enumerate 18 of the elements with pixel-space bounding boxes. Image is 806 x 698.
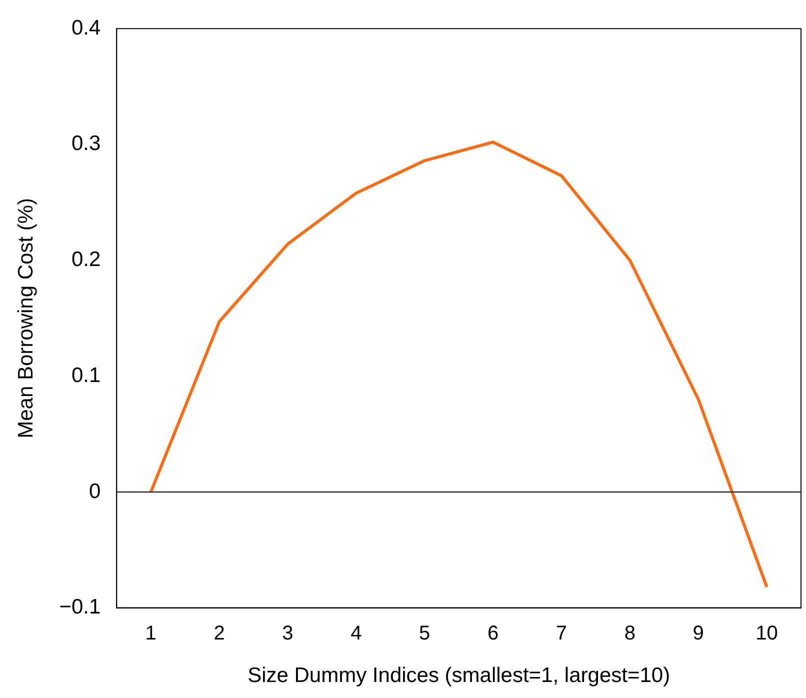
y-tick-label: 0.2	[71, 248, 101, 272]
x-tick-label: 8	[624, 622, 636, 644]
x-tick-label: 3	[282, 622, 294, 644]
y-tick-label: 0	[88, 480, 101, 503]
x-tick-label: 1	[145, 622, 156, 644]
y-tick-label: 0.1	[71, 364, 101, 387]
x-axis-title: Size Dummy Indices (smallest=1, largest=10)	[248, 664, 670, 688]
x-tick-label: 6	[487, 622, 499, 644]
x-tick-label: 5	[419, 622, 430, 644]
x-tick-label: 4	[350, 622, 362, 644]
y-tick-label: 0.4	[71, 16, 101, 40]
x-tick-label: 10	[756, 622, 778, 644]
y-axis-title: Mean Borrowing Cost (%)	[14, 198, 38, 438]
y-tick-label: −0.1	[59, 596, 101, 619]
x-tick-label: 7	[556, 622, 568, 644]
x-tick-label: 9	[692, 622, 704, 644]
y-tick-label: 0.3	[71, 132, 101, 156]
x-tick-label: 2	[214, 622, 225, 644]
